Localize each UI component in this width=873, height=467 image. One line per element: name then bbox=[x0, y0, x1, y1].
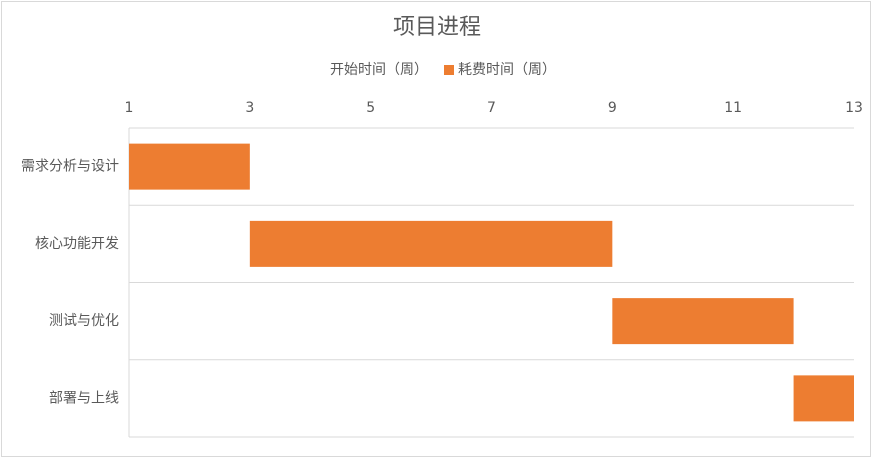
legend-swatch bbox=[444, 65, 454, 75]
x-tick-label: 5 bbox=[366, 100, 375, 116]
x-tick-label: 13 bbox=[845, 100, 863, 116]
x-tick-label: 7 bbox=[487, 100, 496, 116]
bar bbox=[129, 143, 250, 190]
bar bbox=[249, 220, 613, 267]
y-tick-label: 需求分析与设计 bbox=[21, 159, 119, 175]
legend-label: 耗费时间（周） bbox=[458, 62, 556, 78]
y-tick-label: 部署与上线 bbox=[49, 390, 119, 406]
y-tick-label: 测试与优化 bbox=[49, 313, 119, 329]
legend-label: 开始时间（周） bbox=[330, 62, 428, 78]
x-tick-label: 9 bbox=[608, 100, 617, 116]
x-tick-label: 1 bbox=[125, 100, 134, 116]
chart-title: 项目进程 bbox=[393, 15, 481, 40]
bar bbox=[793, 375, 854, 422]
x-tick-label: 3 bbox=[245, 100, 254, 116]
y-tick-label: 核心功能开发 bbox=[35, 236, 119, 252]
x-tick-label: 11 bbox=[724, 100, 742, 116]
bar bbox=[612, 298, 794, 345]
